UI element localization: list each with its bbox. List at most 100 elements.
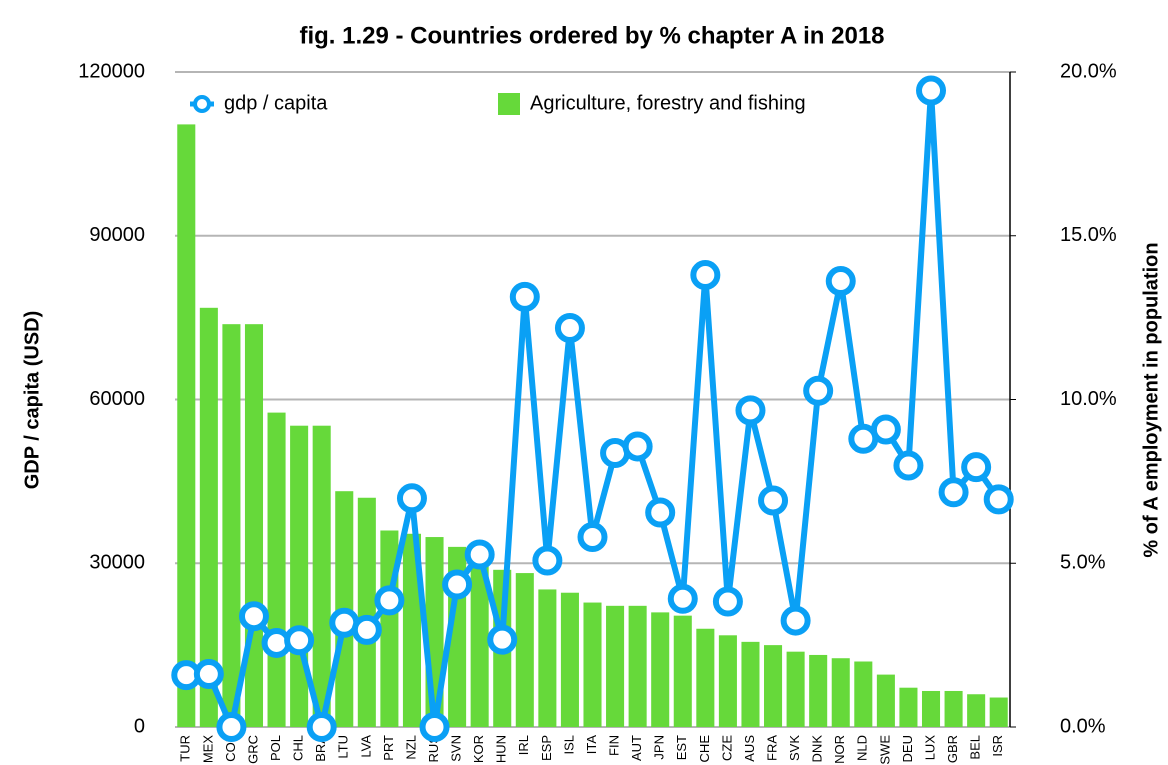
bar [560,592,579,727]
x-tick-label: TUR [178,735,193,762]
x-tick-label: FIN [607,735,622,756]
bar [831,658,850,727]
bar [628,605,647,727]
x-tick-label: JPN [652,735,667,760]
point [216,712,247,742]
bar [402,533,421,727]
x-tick-label: AUS [742,735,757,762]
point [532,545,563,576]
legend-label: gdp / capita [224,92,328,114]
bar [854,661,873,727]
chart-title: fig. 1.29 - Countries ordered by % chapt… [299,22,884,49]
bar [696,628,715,727]
legend-label: Agriculture, forestry and fishing [530,92,806,114]
bar [222,324,241,727]
x-tick-label: DEU [900,735,915,762]
y-tick-label: 90000 [89,224,145,246]
x-tick-label: LVA [358,735,373,758]
point [667,583,698,614]
x-tick-label: FRA [764,735,779,761]
point [645,497,676,528]
point [825,266,856,297]
x-tick-label: SWE [877,735,892,765]
point [758,485,789,516]
y2-tick-label: 0.0% [1060,715,1106,737]
bar [267,412,286,727]
x-tick-label: NLD [855,735,870,761]
point [464,539,495,570]
bar [583,602,602,727]
point [870,414,901,445]
point [803,375,834,406]
legend-marker [193,95,211,113]
bar [199,307,218,727]
bar [290,425,309,727]
bar [538,589,557,727]
x-tick-label: LTU [336,735,351,759]
y-tick-label: 120000 [78,60,145,82]
point [396,483,427,514]
point [577,522,608,553]
x-tick-label: POL [268,735,283,761]
point [487,624,518,655]
x-tick-label: CZE [719,735,734,761]
x-tick-label: SVK [787,735,802,761]
x-tick-label: CHE [697,735,712,763]
point [509,281,540,312]
x-tick-label: IRL [516,735,531,755]
bar [876,674,895,727]
point [193,659,224,690]
x-tick-label: SVN [449,735,464,762]
bar [786,651,805,727]
y-tick-label: 0 [134,715,145,737]
x-tick-label: MEX [200,735,215,764]
point [938,477,969,508]
x-tick-label: ISL [561,735,576,755]
point [306,712,337,742]
bar [470,553,489,727]
point [284,625,315,656]
x-tick-label: NOR [832,735,847,764]
y2-axis-title: % of A employment in population [1140,242,1162,557]
bar [515,573,534,727]
point [780,605,811,636]
point [442,569,473,600]
legend-swatch [498,93,520,115]
x-tick-label: ESP [539,735,554,761]
x-tick-label: LUX [922,735,937,761]
point [916,75,947,106]
point [712,586,743,617]
point [690,260,721,291]
bar [312,425,331,727]
bar [177,124,196,727]
x-tick-label: HUN [494,735,509,763]
y-tick-label: 60000 [89,388,145,410]
point [961,452,992,483]
bar [357,497,376,727]
x-tick-label: BEL [968,735,983,760]
bar [606,605,625,727]
x-tick-label: CHL [291,735,306,761]
x-tick-label: NZL [403,735,418,760]
x-tick-label: KOR [471,735,486,763]
bar [967,694,986,727]
point [238,601,269,632]
y2-tick-label: 20.0% [1060,60,1117,82]
bar [944,690,963,727]
x-tick-label: ITA [584,735,599,755]
x-tick-label: ISR [990,735,1005,757]
bar [809,654,828,727]
point [735,395,766,426]
y2-tick-label: 10.0% [1060,388,1117,410]
point [554,312,585,343]
bar [651,612,670,727]
x-tick-label: AUT [629,735,644,761]
bar [899,687,918,727]
x-tick-label: GRC [245,735,260,764]
point [351,614,382,645]
point [983,484,1014,515]
bar [921,690,941,727]
x-tick-label: DNK [810,735,825,763]
y2-tick-label: 15.0% [1060,224,1117,246]
